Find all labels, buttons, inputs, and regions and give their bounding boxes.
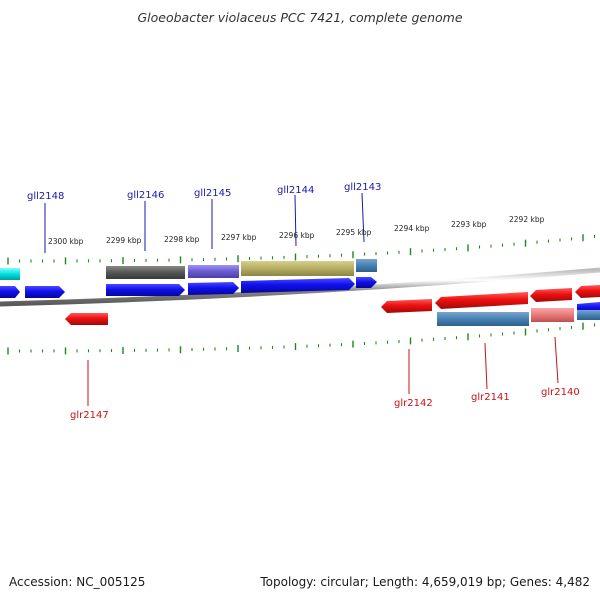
feature-bar[interactable] (106, 266, 185, 279)
feature-bar[interactable] (0, 268, 20, 280)
forward-label-leaders (44, 192, 365, 253)
gene-label-gll2146[interactable]: gll2146 (127, 190, 164, 201)
reverse-gene-arrow[interactable] (65, 313, 108, 325)
forward-gene-arrow[interactable] (106, 284, 185, 296)
reverse-gene-arrow[interactable] (575, 285, 600, 298)
scale-label: 2296 kbp (279, 231, 315, 240)
dna-backbone (0, 267, 600, 307)
lower-scale-ticks (7, 322, 596, 355)
feature-bar[interactable] (577, 310, 600, 320)
feature-bar[interactable] (241, 261, 354, 276)
gene-label-glr2142[interactable]: glr2142 (394, 398, 433, 409)
gene-label-gll2145[interactable]: gll2145 (194, 188, 231, 199)
feature-bar[interactable] (437, 312, 529, 326)
feature-bar[interactable] (188, 265, 239, 278)
gene-label-gll2144[interactable]: gll2144 (277, 185, 314, 196)
reverse-gene-arrow[interactable] (435, 292, 528, 309)
gene-label-glr2147[interactable]: glr2147 (70, 410, 109, 421)
scale-label: 2299 kbp (106, 236, 142, 245)
genome-summary-text: Topology: circular; Length: 4,659,019 bp… (260, 575, 590, 589)
gene-label-glr2141[interactable]: glr2141 (471, 392, 510, 403)
scale-label: 2294 kbp (394, 224, 430, 233)
forward-gene-arrow[interactable] (356, 277, 377, 288)
reverse-gene-arrow[interactable] (381, 299, 432, 313)
gene-label-gll2143[interactable]: gll2143 (344, 182, 381, 193)
forward-gene-arrow[interactable] (188, 282, 239, 295)
page-title: Gloeobacter violaceus PCC 7421, complete… (137, 10, 463, 25)
forward-gene-arrow[interactable] (0, 286, 20, 298)
forward-gene-arrow[interactable] (25, 286, 65, 298)
scale-label: 2300 kbp (48, 237, 84, 246)
gene-label-gll2148[interactable]: gll2148 (27, 191, 64, 202)
gene-label-glr2140[interactable]: glr2140 (541, 387, 580, 398)
feature-bar[interactable] (356, 259, 377, 272)
scale-label: 2295 kbp (336, 228, 372, 237)
upper-scale-ticks (7, 234, 596, 265)
feature-bar[interactable] (531, 308, 574, 322)
scale-label: 2297 kbp (221, 233, 257, 242)
forward-gene-arrow[interactable] (241, 278, 355, 293)
scale-label: 2292 kbp (509, 215, 545, 224)
reverse-label-leaders (87, 336, 559, 406)
reverse-gene-arrow[interactable] (530, 288, 572, 302)
accession-text: Accession: NC_005125 (9, 575, 146, 589)
scale-label: 2293 kbp (451, 220, 487, 229)
scale-label: 2298 kbp (164, 235, 200, 244)
